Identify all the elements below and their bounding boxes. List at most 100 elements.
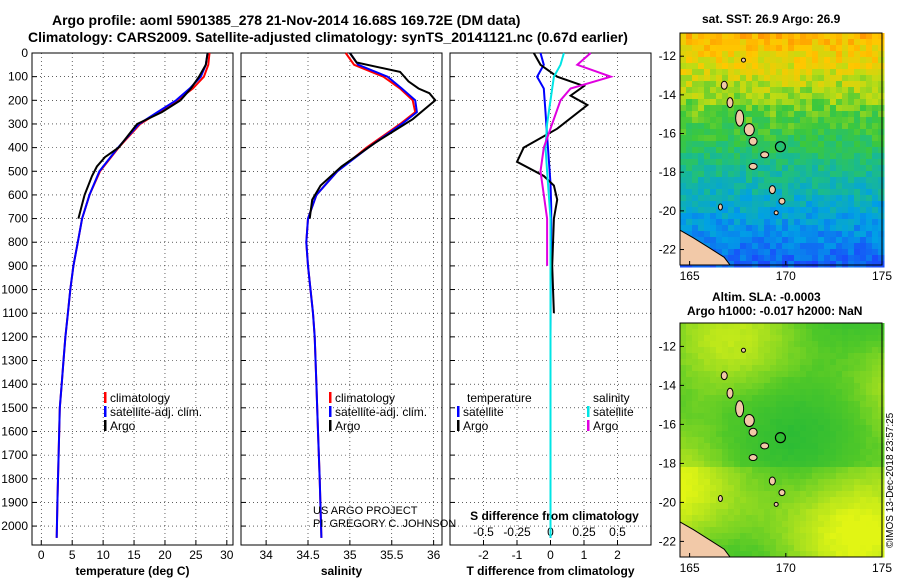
map-cell [800,443,807,450]
map-cell [704,237,711,244]
map-cell [794,467,801,474]
map-cell [824,39,831,46]
map-cell [788,323,795,330]
map-cell [812,105,819,112]
map-cell [722,159,729,166]
map-cell [776,383,783,390]
map-cell [752,551,759,558]
map-cell [722,219,729,226]
map-cell [752,219,759,226]
map-cell [812,153,819,160]
map-cell [686,39,693,46]
map-cell [686,195,693,202]
map-cell [824,33,831,40]
map-cell [848,129,855,136]
y-tick-label: 1500 [1,401,28,415]
map-cell [812,165,819,172]
map-cell [692,395,699,402]
map-cell [854,335,861,342]
map-cell [788,75,795,82]
map-cell [782,123,789,130]
map-cell [848,335,855,342]
map-cell [794,413,801,420]
map-cell [722,165,729,172]
map-cell [788,87,795,94]
map-cell [812,183,819,190]
map-cell [866,497,873,504]
map-cell [728,69,735,76]
map-cell [860,425,867,432]
map-cell [710,323,717,330]
island [717,495,723,502]
map-cell [728,377,735,384]
map-cell [800,153,807,160]
legend-label: Argo [593,419,619,433]
map-cell [800,371,807,378]
map-cell [722,135,729,142]
map-cell [728,413,735,420]
map-cell [836,533,843,540]
map-cell [812,473,819,480]
map-cell [788,237,795,244]
y-tick-label: 1700 [1,448,28,462]
map-cell [824,75,831,82]
map-cell [782,509,789,516]
map-cell [716,491,723,498]
map-cell [854,153,861,160]
map-cell [848,57,855,64]
map-cell [776,171,783,178]
map-cell [704,353,711,360]
map-cell [698,201,705,208]
map-cell [758,201,765,208]
map-cell [860,395,867,402]
map-cell [788,509,795,516]
map-cell [686,81,693,88]
map-cell [842,99,849,106]
map-cell [764,45,771,52]
map-cell [794,93,801,100]
map-cell [878,33,885,40]
map-cell [782,117,789,124]
map-cell [866,323,873,330]
map-cell [704,473,711,480]
map-cell [746,87,753,94]
map-cell [728,383,735,390]
map-cell [758,371,765,378]
map-cell [752,527,759,534]
map-cell [728,437,735,444]
map-cell [848,69,855,76]
map-cell [854,147,861,154]
map-cell [752,443,759,450]
map-cell [824,521,831,528]
map-cell [770,461,777,468]
map-cell [686,461,693,468]
map-cell [722,383,729,390]
map-cell [680,425,687,432]
map-cell [830,503,837,510]
map-cell [770,323,777,330]
map-cell [860,81,867,88]
map-cell [800,503,807,510]
map-cell [734,503,741,510]
map-cell [758,509,765,516]
map-cell [806,159,813,166]
map-cell [770,45,777,52]
map-cell [770,243,777,250]
map-cell [716,413,723,420]
map-cell [800,425,807,432]
map-cell [746,189,753,196]
map-cell [848,545,855,552]
map-cell [686,371,693,378]
map-cell [734,123,741,130]
map-cell [836,123,843,130]
map-cell [758,527,765,534]
map-cell [698,467,705,474]
map-cell [680,413,687,420]
map-cell [764,159,771,166]
map-cell [872,147,879,154]
map-cell [866,359,873,366]
map-cell [794,533,801,540]
map-cell [800,57,807,64]
map-cell [830,521,837,528]
map-cell [722,189,729,196]
